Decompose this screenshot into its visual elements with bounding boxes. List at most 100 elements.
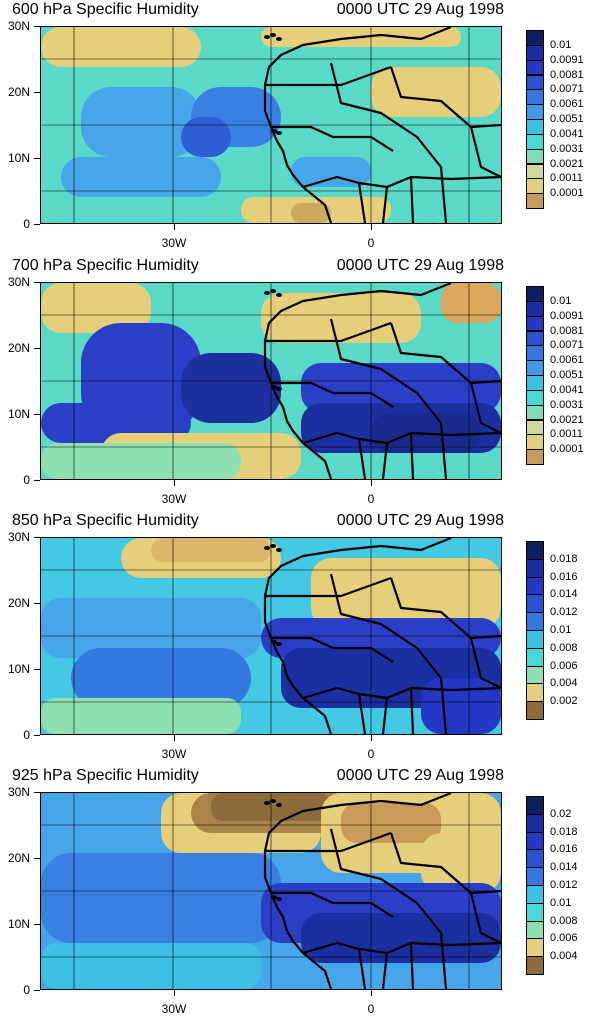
legend-swatch (526, 389, 544, 406)
lat-label-30n: 30N (7, 275, 30, 289)
lon-label-30w: 30W (161, 236, 187, 250)
legend-label: 0.0061 (550, 98, 584, 111)
island-mark (271, 129, 277, 133)
humidity-contour-region (311, 558, 501, 628)
island-mark (271, 385, 277, 389)
legend-swatch (526, 193, 544, 209)
island-mark (264, 35, 270, 39)
humidity-contour-region (341, 803, 441, 843)
lat-label-30n: 30N (7, 785, 30, 799)
lat-label-0: 0 (23, 217, 30, 231)
border-line (439, 166, 448, 223)
humidity-contour-region (71, 648, 251, 708)
legend-swatch (526, 885, 544, 904)
legend-label: 0.006 (550, 659, 578, 672)
lat-tick (34, 858, 40, 859)
border-line (357, 182, 367, 223)
legend-label: 0.0011 (550, 428, 583, 441)
legend-swatch (526, 683, 544, 703)
humidity-field (41, 27, 501, 223)
humidity-field (41, 283, 501, 479)
border-line (409, 176, 415, 223)
legend-swatch (526, 89, 544, 106)
border-line (469, 637, 501, 689)
lon-tick (174, 480, 175, 486)
panel-time: 0000 UTC 29 Aug 1998 (336, 512, 504, 529)
humidity-contour-region (41, 443, 241, 479)
legend-label: 0.012 (550, 606, 578, 619)
legend-swatch (526, 375, 544, 391)
border-line (439, 422, 448, 479)
legend-swatch (526, 576, 544, 596)
lat-label-20n: 20N (7, 851, 30, 865)
border-line (357, 948, 367, 989)
island-mark (276, 548, 282, 552)
island-mark (270, 33, 276, 37)
lat-tick (34, 282, 40, 283)
legend-label: 0.008 (550, 914, 578, 927)
legend-swatch (526, 434, 544, 451)
humidity-map (40, 282, 502, 480)
lat-tick (34, 792, 40, 793)
island-mark (276, 897, 282, 901)
island-mark (264, 801, 270, 805)
lon-tick (174, 224, 175, 230)
panel-time: 0000 UTC 29 Aug 1998 (336, 257, 504, 274)
legend-swatch (526, 920, 544, 940)
border-line (469, 382, 501, 434)
humidity-contour-region (291, 157, 371, 187)
humidity-contour-region (81, 87, 201, 157)
legend-label: 0.0031 (550, 398, 584, 411)
lat-label-10n: 10N (7, 917, 30, 931)
border-line (265, 831, 392, 853)
legend-label: 0.0081 (550, 324, 584, 337)
humidity-field (41, 793, 501, 989)
lon-tick (371, 480, 372, 486)
humidity-contour-region (151, 538, 271, 562)
legend-swatch (526, 59, 544, 76)
lon-tick (371, 990, 372, 996)
border-line (469, 126, 501, 178)
legend-swatch (526, 594, 544, 614)
lon-label-0: 0 (367, 1002, 375, 1016)
border-line (329, 828, 442, 934)
legend-label: 0.01 (550, 624, 572, 636)
graticule (41, 283, 501, 479)
lat-label-10n: 10N (7, 662, 30, 676)
legend-label: 0.004 (550, 950, 578, 963)
legend-swatch (526, 119, 544, 135)
lat-tick (34, 480, 40, 481)
legend-label: 0.0031 (550, 142, 584, 155)
border-line (389, 66, 501, 129)
legend-label: 0.0091 (550, 53, 584, 66)
humidity-map (40, 537, 502, 735)
legend-swatch (526, 163, 544, 180)
lat-label-20n: 20N (7, 596, 30, 610)
legend-label: 0.0011 (550, 172, 583, 185)
legend-swatch (526, 938, 544, 958)
country-borders (263, 283, 501, 479)
humidity-contour-region (181, 117, 231, 157)
island-mark (264, 291, 270, 295)
humidity-contour-region (41, 698, 241, 734)
legend-swatch (526, 104, 544, 120)
island-mark (276, 293, 282, 297)
legend-label: 0.0071 (550, 83, 584, 96)
legend-label: 0.0001 (550, 187, 584, 200)
lat-label-10n: 10N (7, 407, 30, 421)
legend-label: 0.014 (550, 588, 578, 601)
legend-swatch (526, 44, 544, 61)
border-line (439, 677, 448, 734)
humidity-contour-region (441, 283, 501, 323)
border-line (381, 697, 389, 734)
lon-tick (174, 735, 175, 741)
lat-label-20n: 20N (7, 85, 30, 99)
legend-label: 0.01 (550, 294, 572, 307)
lat-tick (34, 26, 40, 27)
humidity-contour-region (301, 363, 501, 413)
legend-swatch (526, 315, 544, 332)
lat-tick (34, 990, 40, 991)
island-mark (271, 895, 277, 899)
legend-swatch (526, 647, 544, 667)
legend-swatch (526, 796, 544, 815)
